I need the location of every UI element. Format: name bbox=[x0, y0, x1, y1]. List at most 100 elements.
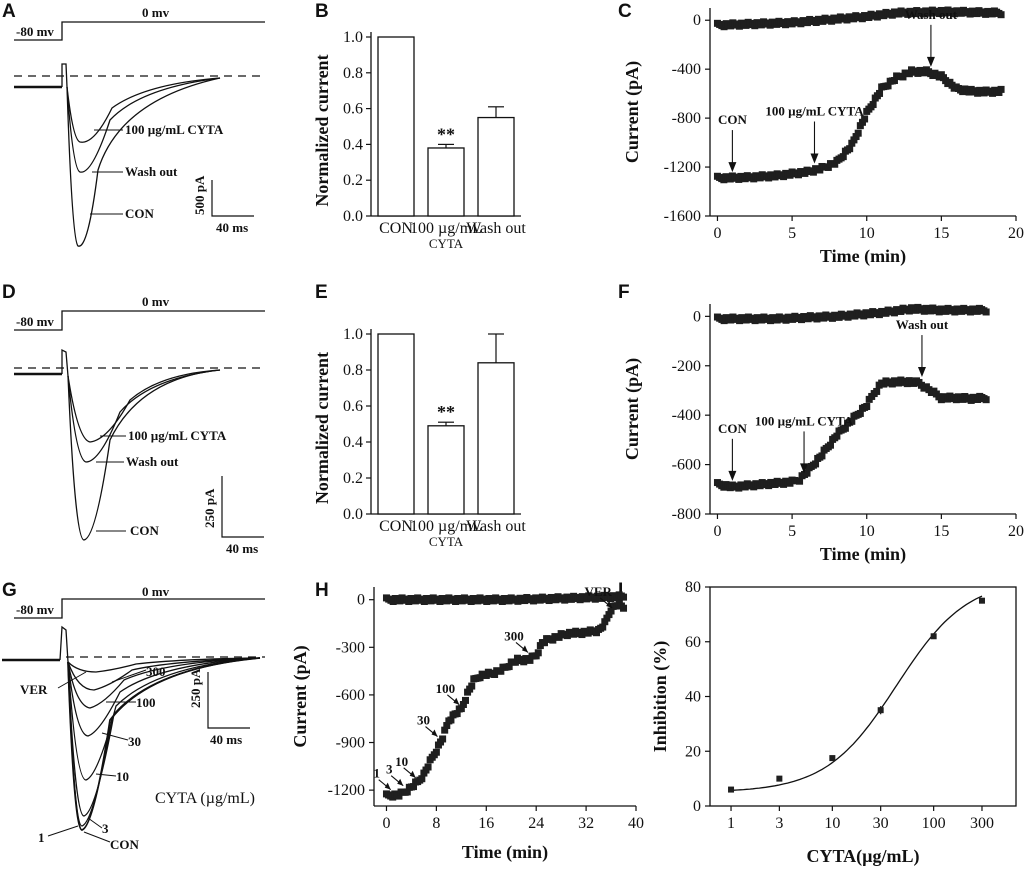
data-point-peak bbox=[599, 623, 607, 631]
data-point-peak bbox=[432, 748, 440, 756]
data-point bbox=[877, 707, 884, 714]
y-tick-label: 0.2 bbox=[343, 470, 363, 487]
data-point-peak bbox=[796, 477, 804, 485]
chart-b-normalized-current: 0.0 0.2 0.4 0.6 0.8 1.0 CON ** 100 µg/mLCYTAWash… bbox=[312, 29, 526, 251]
y-tick-label: 60 bbox=[685, 634, 701, 651]
data-point-peak bbox=[459, 701, 467, 709]
panel-label-f: F bbox=[618, 282, 630, 303]
trace-g-300 bbox=[67, 657, 261, 691]
annotation-label: 100 µg/mL CYTA bbox=[755, 413, 854, 428]
annotation-label: VER bbox=[584, 584, 612, 599]
x-tick-label: 16 bbox=[478, 815, 494, 832]
annotation-arrowhead bbox=[384, 782, 391, 790]
data-point-peak bbox=[869, 101, 877, 109]
data-point-peak bbox=[803, 469, 811, 477]
panel-a-traces bbox=[14, 21, 265, 247]
annotation-arrowhead bbox=[431, 729, 438, 737]
panel-label-b: B bbox=[315, 1, 329, 22]
trace-label-g-3: 3 bbox=[102, 821, 109, 836]
y-tick-label: -400 bbox=[672, 61, 701, 78]
x-tick-label: 15 bbox=[933, 523, 949, 540]
trace-g-artifact bbox=[59, 625, 69, 663]
data-point-peak bbox=[476, 674, 484, 682]
bar-3 bbox=[477, 362, 515, 515]
data-point-peak bbox=[511, 658, 519, 666]
data-point-peak bbox=[403, 788, 411, 796]
chart-c-current-time: 0 -400 -800 -1200 -1600 0 5 10 15 20 CON 100 µg/mL … bbox=[622, 6, 1024, 267]
data-point-peak bbox=[997, 85, 1005, 93]
data-point-peak bbox=[620, 604, 628, 612]
y-axis-label: Current (pA) bbox=[622, 358, 643, 460]
y-tick-label: 0.8 bbox=[343, 65, 363, 82]
y-tick-label: 20 bbox=[685, 743, 701, 760]
voltage-protocol-d bbox=[14, 310, 265, 331]
trace-label-g-10: 10 bbox=[116, 769, 129, 784]
data-point-peak bbox=[818, 452, 826, 460]
voltage-step-label-g: 0 mv bbox=[142, 584, 170, 599]
bar-3 bbox=[477, 116, 515, 217]
data-point-peak bbox=[982, 396, 990, 404]
data-point bbox=[829, 755, 836, 762]
scale-bar-d bbox=[221, 476, 264, 538]
y-axis-label: Normalized current bbox=[312, 54, 332, 206]
annotation-label: Wash out bbox=[905, 7, 958, 22]
data-point-peak bbox=[453, 710, 461, 718]
panel-label-c: C bbox=[618, 1, 632, 22]
annotation-arrowhead bbox=[917, 367, 926, 378]
x-tick-label: 10 bbox=[824, 815, 840, 832]
x-tick-label: 0 bbox=[713, 225, 721, 242]
x-axis-label: Time (min) bbox=[462, 842, 548, 863]
y-tick-label: -800 bbox=[672, 506, 701, 523]
trace-g-100 bbox=[67, 657, 261, 709]
data-point-peak bbox=[603, 614, 611, 622]
annotation-arrowhead bbox=[453, 697, 460, 705]
panel-label-d: D bbox=[2, 282, 16, 303]
data-point-peak bbox=[424, 763, 432, 771]
data-point-peak bbox=[890, 77, 898, 85]
annotation-label: 300 bbox=[504, 628, 524, 643]
data-point-peak bbox=[839, 153, 847, 161]
y-tick-label: -600 bbox=[336, 687, 365, 704]
trace-d-con bbox=[67, 369, 221, 541]
y-tick-label: 0.6 bbox=[343, 398, 363, 415]
trace-a-con bbox=[66, 77, 221, 247]
y-tick-label: 0.6 bbox=[343, 101, 363, 118]
x-tick-label: 15 bbox=[933, 225, 949, 242]
y-tick-label: 0 bbox=[357, 592, 365, 609]
panel-label-h: H bbox=[315, 580, 329, 601]
bar-1 bbox=[377, 36, 415, 217]
trace-label-g-30: 30 bbox=[128, 734, 141, 749]
data-point-peak bbox=[410, 783, 418, 791]
data-point-peak bbox=[873, 387, 881, 395]
data-point-peak bbox=[526, 656, 534, 664]
voltage-protocol-a bbox=[14, 21, 265, 41]
panel-label-e: E bbox=[315, 282, 328, 303]
data-point-peak bbox=[846, 145, 854, 153]
x-category-sublabel: CYTA bbox=[429, 534, 464, 549]
data-point-peak bbox=[534, 649, 542, 657]
x-axis-label: Time (min) bbox=[820, 544, 906, 565]
annotation-arrowhead bbox=[728, 470, 737, 481]
data-point-peak bbox=[856, 409, 864, 417]
scale-x-label-d: 40 ms bbox=[226, 541, 258, 556]
x-tick-label: 3 bbox=[775, 815, 783, 832]
data-point-peak bbox=[443, 722, 451, 730]
data-point-peak bbox=[861, 115, 869, 123]
trace-d-wash bbox=[67, 369, 221, 463]
y-tick-label: 0.0 bbox=[343, 208, 363, 225]
data-point-peak bbox=[863, 402, 871, 410]
data-point-holding bbox=[620, 593, 628, 601]
y-tick-label: 0 bbox=[693, 308, 701, 325]
trace-label-g-300: 300 bbox=[146, 664, 166, 679]
data-point-peak bbox=[447, 716, 455, 724]
trace-d-artifact bbox=[61, 348, 69, 377]
trace-label-a-cyta: 100 µg/mL CYTA bbox=[125, 122, 224, 137]
data-point bbox=[978, 597, 985, 604]
y-axis-label: Normalized current bbox=[312, 352, 332, 504]
trace-g-3 bbox=[67, 657, 261, 817]
data-point bbox=[776, 775, 783, 782]
annotation-label: 1 bbox=[373, 766, 380, 781]
x-tick-label: 40 bbox=[628, 815, 644, 832]
y-tick-label: -1200 bbox=[328, 782, 365, 799]
